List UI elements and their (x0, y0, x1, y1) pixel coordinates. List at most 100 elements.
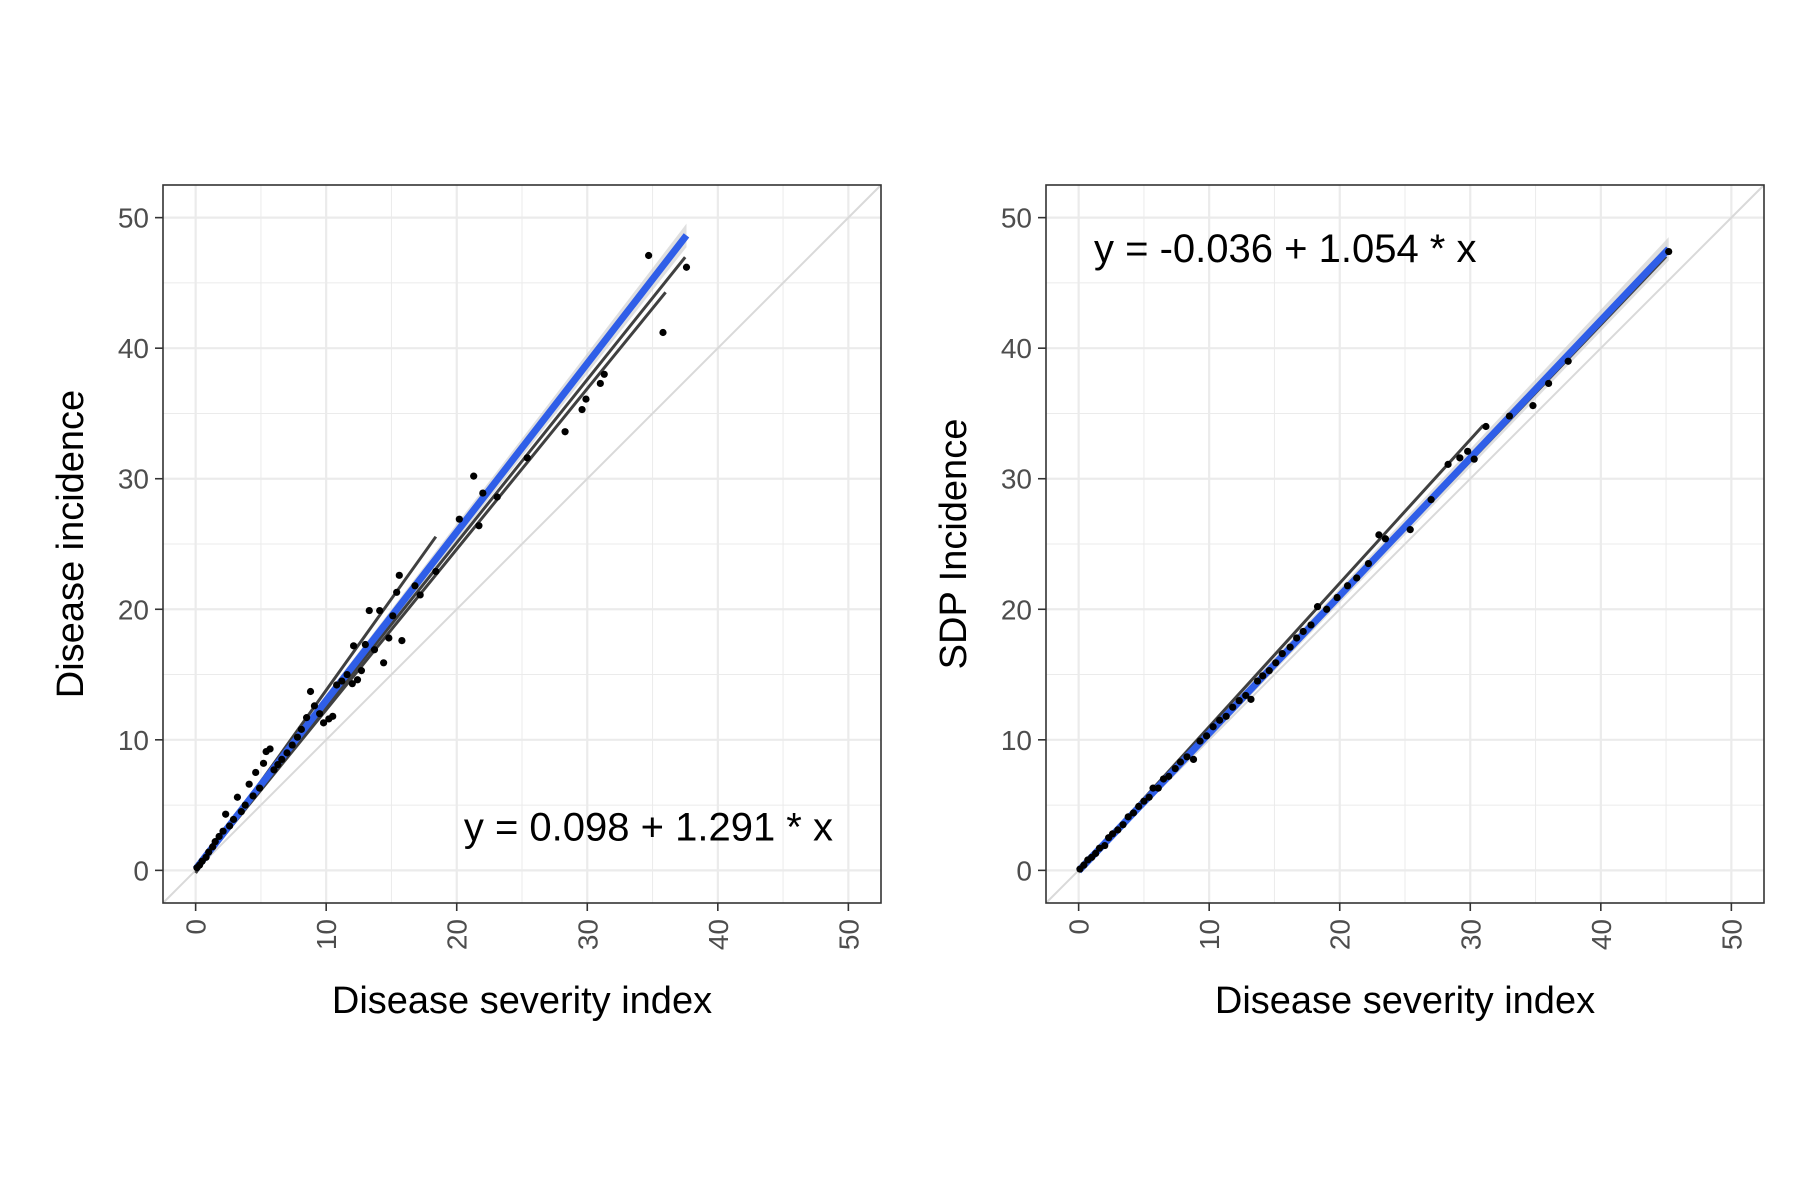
left-chart-point-22 (270, 766, 278, 774)
right-chart-point-4 (1092, 849, 1100, 857)
right-chart-x-tick-label-0: 0 (1064, 919, 1095, 935)
right-chart-y-axis-title: SDP Incidence (933, 419, 975, 670)
right-chart-point-33 (1253, 677, 1262, 685)
right-chart-point-6 (1101, 841, 1109, 850)
left-chart-point-7 (215, 832, 223, 841)
left-chart-point-48 (385, 634, 393, 642)
left-chart-point-30 (306, 687, 315, 696)
left-chart-point-24 (278, 755, 286, 764)
left-chart-point-45 (370, 646, 379, 654)
left-chart-point-26 (288, 741, 296, 749)
right-chart-point-58 (1529, 402, 1537, 410)
left-chart-y-tick-label-1: 10 (118, 725, 149, 756)
left-chart-point-31 (310, 702, 319, 710)
left-chart-x-tick-label-4: 40 (703, 919, 734, 950)
right-chart-point-43 (1323, 605, 1331, 613)
right-chart-point-59 (1545, 379, 1553, 388)
right-chart-point-40 (1299, 627, 1307, 636)
right-chart-equation: y = -0.036 + 1.054 * x (1094, 227, 1476, 271)
left-chart-identity-line-segment (162, 184, 882, 904)
left-chart-group-fit-line-2 (194, 291, 667, 872)
right-chart-point-54 (1464, 447, 1472, 455)
right-chart-point-14 (1140, 797, 1148, 805)
right-chart-point-57 (1505, 412, 1514, 420)
left-chart-x-tick-label-3: 30 (572, 919, 603, 950)
left-chart-y-tick-label-3: 30 (118, 464, 149, 495)
right-chart-point-26 (1209, 723, 1217, 731)
left-chart-y-tick-label-2: 20 (118, 594, 149, 625)
left-chart-point-47 (380, 659, 388, 667)
left-chart-y-tick-label-5: 50 (118, 203, 149, 234)
right-chart-point-52 (1444, 460, 1452, 468)
left-chart-point-58 (475, 522, 483, 530)
right-chart-point-50 (1406, 526, 1414, 534)
right-chart-point-16 (1149, 784, 1157, 792)
left-chart-x-tick-label-1: 10 (311, 919, 342, 950)
right-chart-point-17 (1154, 784, 1162, 792)
left-chart-point-49 (389, 612, 397, 620)
left-chart-point-21 (266, 745, 274, 753)
left-chart-point-57 (470, 472, 478, 480)
right-chart-point-1 (1080, 861, 1088, 869)
left-chart-point-43 (361, 640, 369, 649)
left-chart-point-12 (233, 793, 242, 801)
left-chart-point-46 (376, 606, 384, 615)
right-chart-point-13 (1135, 802, 1143, 810)
left-chart-points (193, 251, 691, 872)
left-chart-point-23 (274, 761, 282, 769)
left-chart-x-axis-title: Disease severity index (332, 980, 712, 1022)
left-chart-point-50 (393, 588, 401, 596)
left-chart-point-10 (225, 822, 234, 830)
right-chart-x-tick-label-2: 20 (1325, 919, 1356, 950)
right-chart-x-tick-label-5: 50 (1716, 919, 1747, 950)
right-chart-point-23 (1189, 755, 1198, 764)
left-chart-point-33 (319, 719, 328, 727)
right-chart-y-tick-label-0: 0 (1016, 855, 1032, 886)
left-chart-point-65 (596, 379, 604, 388)
right-chart-point-24 (1196, 737, 1204, 745)
left-chart-x-tick-label-5: 50 (833, 919, 864, 950)
right-chart-x-axis-title: Disease severity index (1215, 980, 1595, 1022)
right-chart-y-tick-label-1: 10 (1001, 725, 1032, 756)
left-chart-x-tick-label-2: 20 (442, 919, 473, 950)
left-chart-point-67 (645, 251, 653, 260)
left-chart-point-41 (353, 676, 362, 684)
right-chart-point-36 (1272, 659, 1280, 667)
right-chart-grid (1046, 185, 1764, 903)
right-chart-x-tick-label-1: 10 (1194, 919, 1225, 950)
right-chart-point-37 (1278, 650, 1286, 658)
left-chart-point-9 (222, 810, 230, 818)
right-chart-point-41 (1307, 621, 1315, 629)
left-chart-point-15 (245, 780, 253, 788)
left-chart-point-64 (582, 395, 590, 403)
right-chart-point-61 (1665, 247, 1673, 256)
right-chart-point-60 (1564, 357, 1572, 365)
left-chart-identity-line (162, 184, 882, 904)
left-chart-point-17 (252, 768, 260, 777)
left-chart-point-56 (455, 515, 463, 523)
left-chart-point-52 (398, 637, 406, 645)
left-chart-point-66 (600, 370, 608, 378)
left-chart-point-28 (297, 725, 305, 733)
right-chart-point-19 (1165, 772, 1173, 780)
left-chart-point-59 (479, 489, 487, 497)
left-chart-y-axis-title: Disease incidence (50, 390, 92, 698)
right-chart-y-tick-label-4: 40 (1001, 333, 1032, 364)
left-chart-point-38 (343, 670, 351, 679)
left-chart-point-25 (283, 749, 291, 757)
right-chart-point-32 (1247, 695, 1255, 703)
right-chart-y-tick-label-5: 50 (1001, 203, 1032, 234)
right-chart-border (1045, 184, 1765, 904)
right-chart-point-27 (1216, 716, 1224, 724)
left-chart-point-37 (338, 677, 346, 685)
left-chart-point-68 (659, 328, 667, 337)
left-chart-point-55 (432, 567, 440, 576)
left-chart-point-44 (365, 606, 373, 615)
right-chart-point-15 (1145, 793, 1153, 801)
left-chart-ticks: 0 10 20 30 40 50 0 10 20 30 40 50 (118, 203, 865, 951)
left-chart-point-32 (316, 710, 324, 718)
right-chart-x-tick-label-4: 40 (1586, 919, 1617, 950)
left-chart-point-54 (416, 591, 424, 599)
right-chart-point-44 (1333, 593, 1341, 602)
